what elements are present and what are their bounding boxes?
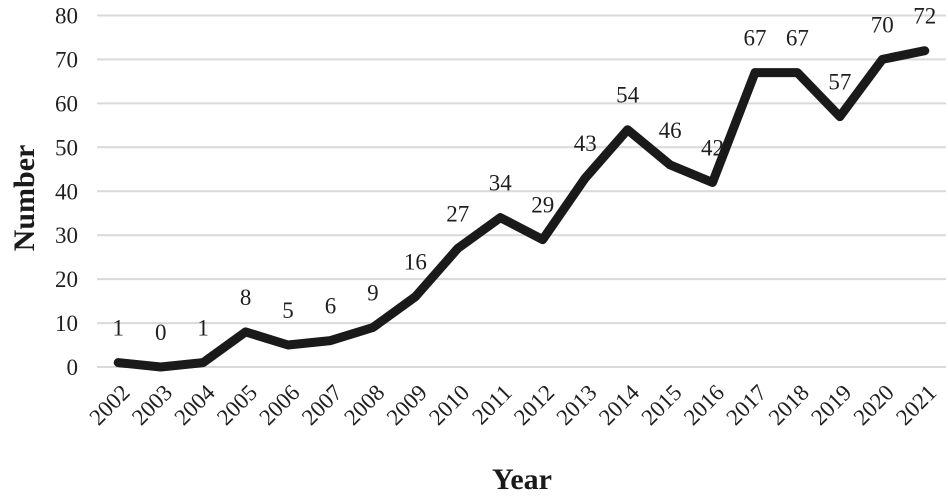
x-tick-label: 2015 xyxy=(636,380,686,430)
x-tick-label: 2021 xyxy=(891,380,941,430)
data-label: 34 xyxy=(489,171,513,196)
data-label: 54 xyxy=(616,83,640,108)
x-tick-label: 2016 xyxy=(679,380,729,430)
x-tick-label: 2007 xyxy=(297,380,347,430)
x-tick-label: 2010 xyxy=(424,380,474,430)
data-label: 70 xyxy=(871,12,894,37)
x-tick-label: 2019 xyxy=(806,380,856,430)
series-line xyxy=(113,46,930,372)
data-label: 72 xyxy=(913,4,936,29)
data-label: 16 xyxy=(404,250,427,275)
x-tick-label: 2008 xyxy=(339,380,389,430)
data-label: 8 xyxy=(240,285,252,310)
x-axis-title: Year xyxy=(492,463,552,496)
data-label: 43 xyxy=(574,131,597,156)
y-tick-label: 0 xyxy=(67,355,79,380)
y-tick-label: 20 xyxy=(55,267,78,292)
data-label: 1 xyxy=(197,316,209,341)
data-label: 6 xyxy=(325,294,337,319)
x-tick-label: 2004 xyxy=(169,380,220,431)
data-label: 67 xyxy=(786,26,809,51)
data-label: 46 xyxy=(659,118,682,143)
x-tick-label: 2012 xyxy=(509,380,559,430)
data-label: 1 xyxy=(112,316,124,341)
y-tick-label: 30 xyxy=(55,223,78,248)
x-tick-label: 2005 xyxy=(212,380,262,430)
x-tick-label: 2018 xyxy=(764,380,814,430)
data-label: 29 xyxy=(531,193,554,218)
y-tick-label: 50 xyxy=(55,135,78,160)
y-tick-label: 40 xyxy=(55,179,78,204)
x-tick-label: 2017 xyxy=(721,380,771,430)
data-label: 5 xyxy=(282,298,294,323)
x-tick-label: 2020 xyxy=(849,380,899,430)
x-tick-label: 2013 xyxy=(552,380,602,430)
y-axis-title: Number xyxy=(8,144,41,252)
data-label: 9 xyxy=(367,281,379,306)
y-tick-label: 10 xyxy=(55,311,78,336)
y-tick-label: 80 xyxy=(55,4,78,29)
y-tick-label: 70 xyxy=(55,47,78,72)
data-label: 57 xyxy=(828,70,851,95)
x-tick-label: 2003 xyxy=(127,380,177,430)
data-label: 42 xyxy=(701,136,724,161)
x-tick-label: 2009 xyxy=(382,380,432,430)
x-tick-label: 2002 xyxy=(85,380,135,430)
data-label: 0 xyxy=(155,320,167,345)
x-tick-label: 2006 xyxy=(254,380,304,430)
x-tick-label: 2011 xyxy=(467,380,517,430)
data-label: 67 xyxy=(744,26,767,51)
data-label: 27 xyxy=(446,201,469,226)
y-tick-label: 60 xyxy=(55,91,78,116)
x-tick-label: 2014 xyxy=(594,380,645,431)
